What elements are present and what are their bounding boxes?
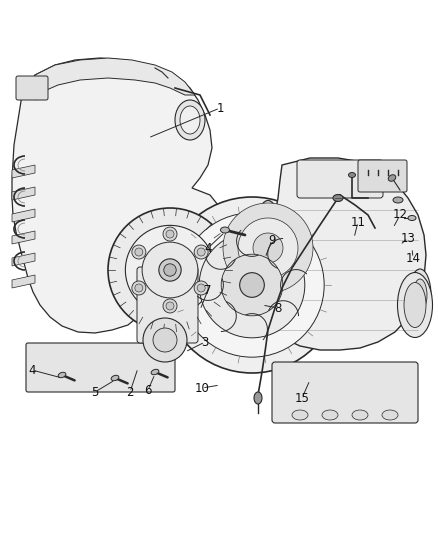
FancyBboxPatch shape [358, 160, 407, 192]
Circle shape [125, 225, 215, 314]
Ellipse shape [349, 173, 356, 177]
Ellipse shape [132, 245, 146, 259]
Ellipse shape [135, 284, 143, 292]
Ellipse shape [352, 410, 368, 420]
Text: 9: 9 [268, 233, 276, 246]
Ellipse shape [409, 269, 431, 321]
Ellipse shape [413, 279, 427, 311]
FancyBboxPatch shape [16, 76, 48, 100]
Circle shape [180, 213, 324, 357]
Ellipse shape [408, 215, 416, 221]
Circle shape [142, 242, 198, 298]
Text: 4: 4 [28, 364, 36, 376]
Ellipse shape [254, 392, 262, 404]
Text: 1: 1 [216, 101, 224, 115]
Ellipse shape [194, 281, 208, 295]
Circle shape [153, 328, 177, 352]
Ellipse shape [166, 230, 174, 238]
Text: 8: 8 [274, 302, 282, 314]
Ellipse shape [194, 245, 208, 259]
Circle shape [221, 254, 283, 316]
Ellipse shape [333, 195, 343, 201]
Text: 10: 10 [194, 382, 209, 394]
Ellipse shape [253, 200, 283, 295]
Circle shape [164, 264, 176, 276]
PathPatch shape [12, 187, 35, 200]
Circle shape [164, 197, 340, 373]
Text: 11: 11 [350, 215, 365, 229]
Text: 14: 14 [406, 252, 420, 264]
Circle shape [223, 203, 313, 293]
Circle shape [108, 208, 232, 332]
PathPatch shape [12, 231, 35, 244]
PathPatch shape [12, 253, 35, 266]
Text: 6: 6 [144, 384, 152, 397]
Text: 4: 4 [204, 241, 212, 254]
Circle shape [143, 318, 187, 362]
Ellipse shape [398, 272, 432, 337]
Ellipse shape [393, 197, 403, 203]
Ellipse shape [135, 248, 143, 256]
Ellipse shape [166, 302, 174, 310]
Ellipse shape [388, 175, 396, 181]
FancyBboxPatch shape [297, 160, 383, 198]
Text: 2: 2 [126, 385, 134, 399]
Ellipse shape [220, 227, 230, 233]
Ellipse shape [292, 410, 308, 420]
PathPatch shape [12, 58, 220, 333]
Text: 5: 5 [91, 385, 99, 399]
Ellipse shape [404, 282, 426, 327]
PathPatch shape [12, 209, 35, 222]
Ellipse shape [163, 227, 177, 241]
Ellipse shape [163, 299, 177, 313]
Ellipse shape [382, 410, 398, 420]
Ellipse shape [197, 284, 205, 292]
Ellipse shape [111, 375, 119, 381]
Ellipse shape [132, 281, 146, 295]
Ellipse shape [58, 372, 66, 378]
Circle shape [240, 273, 264, 297]
Ellipse shape [151, 369, 159, 375]
FancyBboxPatch shape [26, 343, 175, 392]
Ellipse shape [180, 106, 200, 134]
PathPatch shape [12, 165, 35, 178]
Circle shape [199, 232, 305, 338]
PathPatch shape [35, 58, 195, 100]
Text: 7: 7 [204, 284, 212, 296]
Circle shape [253, 233, 283, 263]
PathPatch shape [257, 158, 426, 350]
FancyBboxPatch shape [272, 362, 418, 423]
Text: 12: 12 [392, 208, 407, 222]
Ellipse shape [175, 100, 205, 140]
Text: 15: 15 [295, 392, 309, 405]
Ellipse shape [322, 410, 338, 420]
Circle shape [238, 218, 298, 278]
Ellipse shape [197, 248, 205, 256]
PathPatch shape [12, 275, 35, 288]
Circle shape [159, 259, 181, 281]
Text: 13: 13 [401, 231, 415, 245]
FancyBboxPatch shape [137, 267, 198, 343]
Text: 3: 3 [201, 335, 208, 349]
